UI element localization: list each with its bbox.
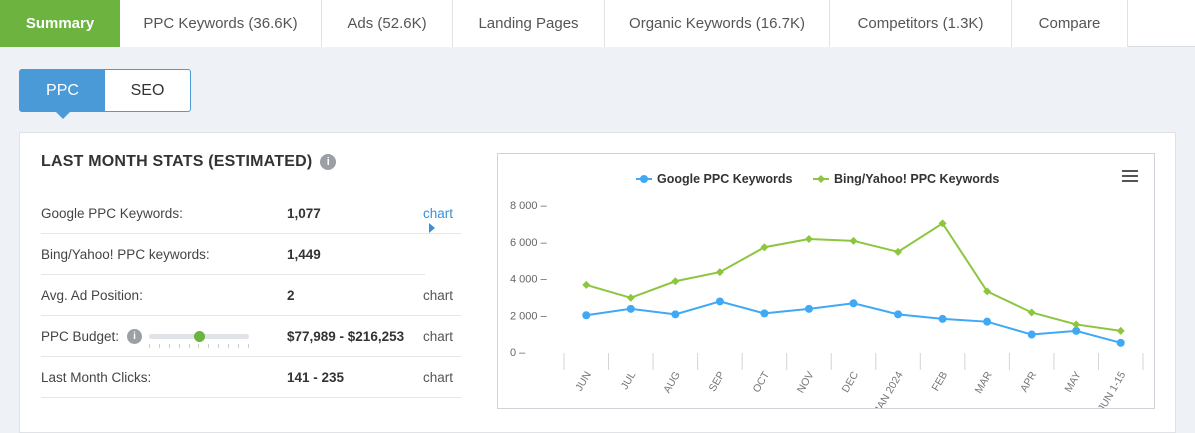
- tab-competitors[interactable]: Competitors (1.3K): [830, 0, 1012, 47]
- x-tick-label: MAY: [1062, 370, 1083, 395]
- series-line: [586, 300, 1121, 344]
- x-tick-label: SEP: [707, 370, 728, 394]
- stat-value: 141 - 235: [287, 370, 345, 385]
- tab-compare[interactable]: Compare: [1012, 0, 1128, 47]
- stat-value: 1,077: [287, 206, 321, 221]
- y-tick-label: 0 –: [510, 347, 526, 359]
- data-point: [760, 309, 769, 318]
- data-point: [1072, 326, 1081, 335]
- hamburger-menu-icon[interactable]: [1122, 170, 1138, 182]
- tab-summary[interactable]: Summary: [0, 0, 120, 47]
- x-tick-label: AUG: [661, 370, 683, 396]
- tab-landing-pages[interactable]: Landing Pages: [453, 0, 605, 47]
- stat-label: Last Month Clicks:: [41, 370, 152, 385]
- data-point: [582, 280, 591, 289]
- x-tick-label: MAR: [973, 369, 995, 396]
- x-tick-label: APR: [1018, 369, 1039, 394]
- data-point: [1072, 320, 1081, 329]
- chart-link-label: chart: [423, 206, 454, 221]
- stats-title-wrap: LAST MONTH STATS (ESTIMATED) i: [41, 153, 337, 171]
- y-tick-label: 2 000 –: [510, 310, 548, 322]
- stat-row-bing-ppc: Bing/Yahoo! PPC keywords: 1,449: [41, 234, 425, 275]
- slider-knob[interactable]: [193, 331, 205, 342]
- data-point: [1116, 338, 1125, 347]
- data-point: [1027, 308, 1036, 317]
- data-point: [671, 277, 680, 286]
- stat-label: PPC Budget:: [41, 329, 120, 344]
- data-point: [760, 243, 769, 252]
- y-tick-label: 6 000 –: [510, 237, 548, 249]
- data-point: [582, 311, 591, 320]
- data-point: [1116, 326, 1125, 335]
- legend-marker: [817, 175, 825, 183]
- x-tick-label: JUL: [619, 369, 639, 391]
- data-point: [626, 293, 635, 302]
- stat-label-wrap: PPC Budget: i: [41, 329, 143, 344]
- stat-label: Google PPC Keywords:: [41, 206, 183, 221]
- y-tick-label: 4 000 –: [510, 274, 548, 286]
- tab-bar: Summary PPC Keywords (36.6K) Ads (52.6K)…: [0, 0, 1195, 47]
- chart-link[interactable]: chart: [423, 329, 454, 344]
- ppc-toggle-button[interactable]: PPC: [20, 70, 105, 119]
- tab-ppc-keywords[interactable]: PPC Keywords (36.6K): [120, 0, 322, 47]
- data-point: [849, 299, 858, 308]
- data-point: [715, 268, 724, 277]
- x-tick-label: JUN 1-15: [1096, 369, 1129, 408]
- stats-title: LAST MONTH STATS (ESTIMATED): [41, 153, 313, 170]
- stat-row-last-month-clicks: Last Month Clicks: 141 - 235 chart: [41, 357, 461, 398]
- tab-ads[interactable]: Ads (52.6K): [322, 0, 453, 47]
- stat-label: Avg. Ad Position:: [41, 288, 143, 303]
- seo-toggle-button[interactable]: SEO: [130, 81, 165, 99]
- x-tick-label: DEC: [840, 369, 862, 395]
- x-tick-label: OCT: [751, 369, 773, 395]
- chart-link[interactable]: chart: [423, 370, 454, 385]
- x-tick-label: JAN 2024: [872, 369, 906, 408]
- legend-label: Bing/Yahoo! PPC Keywords: [834, 172, 999, 186]
- data-point: [894, 310, 903, 319]
- info-icon[interactable]: i: [320, 154, 337, 170]
- caret-right-icon: [429, 223, 435, 233]
- x-tick-label: NOV: [795, 370, 817, 396]
- budget-info-icon[interactable]: i: [127, 329, 143, 344]
- stat-value: 2: [287, 288, 295, 303]
- data-point: [804, 304, 813, 313]
- ppc-seo-toggle: PPC SEO: [19, 69, 191, 119]
- data-point: [715, 297, 724, 306]
- data-point: [1027, 330, 1036, 339]
- data-point: [938, 314, 947, 323]
- data-point: [671, 310, 680, 319]
- keywords-trend-chart: Google PPC Keywords Bing/Yahoo! PPC Keywo…: [497, 153, 1155, 415]
- tab-organic-keywords[interactable]: Organic Keywords (16.7K): [605, 0, 830, 47]
- stat-row-ppc-budget: PPC Budget: i $77,989 - $216,253 chart: [41, 316, 461, 357]
- stat-row-avg-ad-position: Avg. Ad Position: 2 chart: [41, 275, 461, 316]
- stat-value: 1,449: [287, 247, 321, 262]
- budget-slider[interactable]: [149, 331, 249, 348]
- data-point: [894, 247, 903, 256]
- slider-ticks: [149, 344, 249, 348]
- data-point: [849, 236, 858, 245]
- stat-row-google-ppc: Google PPC Keywords: 1,077 chart: [41, 193, 461, 234]
- data-point: [804, 234, 813, 243]
- chart-svg: Google PPC Keywords Bing/Yahoo! PPC Keywo…: [510, 172, 1144, 415]
- stat-value: $77,989 - $216,253: [287, 329, 405, 344]
- data-point: [938, 219, 947, 228]
- data-point: [983, 287, 992, 296]
- x-tick-label: FEB: [930, 370, 951, 394]
- chart-link[interactable]: chart: [423, 288, 454, 303]
- chart-link[interactable]: chart: [423, 206, 461, 236]
- stat-label: Bing/Yahoo! PPC keywords:: [41, 247, 210, 262]
- y-tick-label: 8 000 –: [510, 200, 548, 212]
- x-tick-label: JUN: [573, 370, 594, 394]
- data-point: [626, 304, 635, 313]
- legend-marker: [640, 175, 648, 183]
- stats-panel: LAST MONTH STATS (ESTIMATED) i Google PP…: [19, 132, 1176, 433]
- data-point: [983, 317, 992, 326]
- legend-label: Google PPC Keywords: [657, 172, 792, 186]
